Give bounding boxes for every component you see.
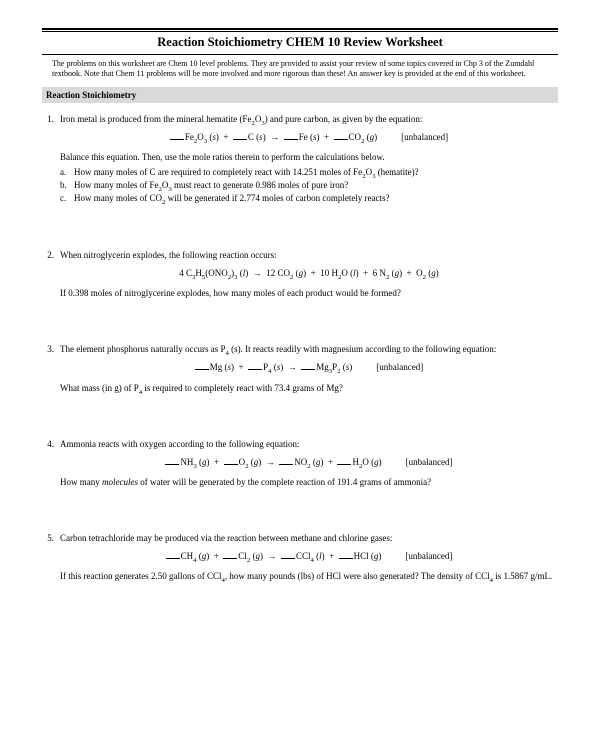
problem: 2.When nitroglycerin explodes, the follo… [42, 249, 558, 299]
sub-letter: b. [60, 179, 74, 191]
sub-letter: c. [60, 192, 74, 204]
problem-body: Carbon tetrachloride may be produced via… [60, 532, 558, 582]
problem-number: 4. [42, 438, 60, 488]
problem-lead: Iron metal is produced from the mineral … [60, 113, 558, 125]
problem: 1.Iron metal is produced from the minera… [42, 113, 558, 205]
top-rule [42, 28, 558, 30]
problem-lead: Ammonia reacts with oxygen according to … [60, 438, 558, 450]
sub-item: b.How many moles of Fe2O3 must react to … [60, 179, 558, 192]
page-title: Reaction Stoichiometry CHEM 10 Review Wo… [42, 32, 558, 54]
equation: 4 C3H5(ONO2)3 (l) → 12 CO2 (g) + 10 H2O … [60, 261, 558, 285]
problem-body: When nitroglycerin explodes, the followi… [60, 249, 558, 299]
problem-followup: What mass (in g) of P4 is required to co… [60, 380, 558, 394]
problem-body: Ammonia reacts with oxygen according to … [60, 438, 558, 488]
sub-list: a.How many moles of C are required to co… [60, 163, 558, 204]
problem: 5.Carbon tetrachloride may be produced v… [42, 532, 558, 582]
equation: Fe2O3 (s) + C (s) → Fe (s) + CO2 (g)[unb… [60, 125, 558, 149]
problem-followup: How many molecules of water will be gene… [60, 474, 558, 488]
problem-lead: When nitroglycerin explodes, the followi… [60, 249, 558, 261]
equation: CH4 (g) + Cl2 (g) → CCl4 (l) + HCl (g)[u… [60, 544, 558, 568]
sub-letter: a. [60, 166, 74, 178]
problem: 4.Ammonia reacts with oxygen according t… [42, 438, 558, 488]
problem-lead: Carbon tetrachloride may be produced via… [60, 532, 558, 544]
sub-text: How many moles of C are required to comp… [74, 166, 419, 178]
problem-number: 1. [42, 113, 60, 205]
equation: Mg (s) + P4 (s) → Mg3P2 (s)[unbalanced] [60, 355, 558, 379]
problem-body: The element phosphorus naturally occurs … [60, 343, 558, 393]
problem-number: 3. [42, 343, 60, 393]
problem-followup: If 0.398 moles of nitroglycerine explode… [60, 285, 558, 299]
sub-text: How many moles of CO2 will be generated … [74, 192, 390, 204]
problem-followup: Balance this equation. Then, use the mol… [60, 149, 558, 163]
section-heading: Reaction Stoichiometry [42, 87, 558, 103]
problem-number: 2. [42, 249, 60, 299]
problem: 3.The element phosphorus naturally occur… [42, 343, 558, 393]
sub-item: c.How many moles of CO2 will be generate… [60, 192, 558, 205]
equation: NH3 (g) + O2 (g) → NO2 (g) + H2O (g)[unb… [60, 450, 558, 474]
intro-text: The problems on this worksheet are Chem … [42, 55, 558, 85]
sub-item: a.How many moles of C are required to co… [60, 165, 558, 178]
problem-followup: If this reaction generates 2.50 gallons … [60, 568, 558, 582]
problem-number: 5. [42, 532, 60, 582]
problems-container: 1.Iron metal is produced from the minera… [42, 103, 558, 583]
problem-body: Iron metal is produced from the mineral … [60, 113, 558, 205]
sub-text: How many moles of Fe2O3 must react to ge… [74, 179, 348, 191]
problem-lead: The element phosphorus naturally occurs … [60, 343, 558, 355]
